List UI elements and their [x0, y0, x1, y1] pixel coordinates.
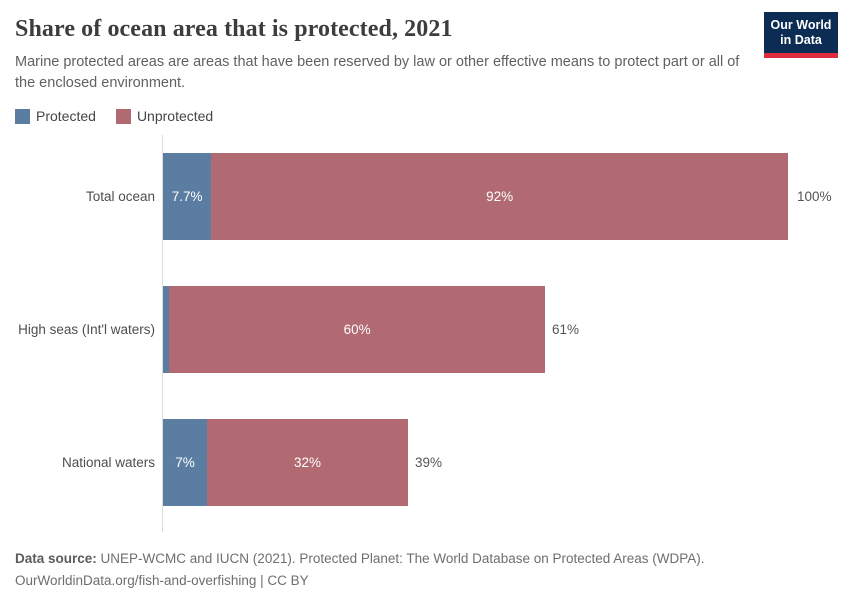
- legend-label-unprotected: Unprotected: [136, 108, 214, 124]
- bar-total-label: 39%: [415, 455, 443, 470]
- bar-segment-unprotected[interactable]: 60%: [169, 286, 545, 373]
- bar-stack: 60%: [163, 286, 545, 373]
- chart-footer: Data source: UNEP-WCMC and IUCN (2021). …: [15, 548, 835, 592]
- legend-item-unprotected[interactable]: Unprotected: [115, 108, 214, 124]
- legend-label-protected: Protected: [36, 108, 96, 124]
- attribution-link[interactable]: OurWorldinData.org/fish-and-overfishing …: [15, 573, 309, 588]
- owid-logo-line1: Our World: [770, 17, 832, 32]
- owid-logo-line2: in Data: [780, 32, 822, 47]
- segment-value-label: 32%: [293, 455, 321, 470]
- bar-total-label: 61%: [552, 322, 580, 337]
- bar-segment-unprotected[interactable]: 32%: [206, 419, 408, 506]
- bar-stack: 7% 32%: [163, 419, 408, 506]
- segment-value-label: 7.7%: [171, 189, 203, 204]
- bar-row-total-ocean: Total ocean 7.7% 92% 100%: [0, 153, 835, 240]
- segment-value-label: 92%: [486, 189, 514, 204]
- bar-stack: 7.7% 92%: [163, 153, 790, 240]
- data-source-label: Data source:: [15, 551, 97, 566]
- legend-item-protected[interactable]: Protected: [15, 108, 96, 124]
- category-label: Total ocean: [85, 189, 155, 204]
- owid-logo[interactable]: Our World in Data: [764, 12, 838, 58]
- bar-total-label: 100%: [797, 189, 832, 204]
- bar-segment-unprotected[interactable]: 92%: [211, 153, 789, 240]
- owid-logo-box: Our World in Data: [764, 12, 838, 53]
- legend-swatch-unprotected: [115, 108, 131, 124]
- page-title: Share of ocean area that is protected, 2…: [15, 16, 453, 42]
- category-label: National waters: [61, 455, 155, 470]
- bar-segment-protected[interactable]: 7.7%: [163, 153, 212, 240]
- data-source-line: Data source: UNEP-WCMC and IUCN (2021). …: [15, 548, 835, 570]
- category-label: High seas (Int'l waters): [18, 322, 155, 337]
- bar-row-high-seas: High seas (Int'l waters) 60% 61%: [0, 286, 835, 373]
- legend: Protected Unprotected: [15, 108, 835, 124]
- data-source-text: UNEP-WCMC and IUCN (2021). Protected Pla…: [100, 551, 705, 566]
- bar-segment-protected[interactable]: [163, 286, 170, 373]
- y-axis-line: [162, 135, 163, 532]
- owid-logo-accent-bar: [764, 53, 838, 58]
- segment-value-label: 60%: [343, 322, 371, 337]
- segment-value-label: 7%: [175, 455, 195, 470]
- chart-subtitle: Marine protected areas are areas that ha…: [15, 54, 740, 91]
- bar-row-national-waters: National waters 7% 32% 39%: [0, 419, 835, 506]
- legend-swatch-protected: [15, 108, 30, 124]
- bar-segment-protected[interactable]: 7%: [163, 419, 207, 506]
- bar-chart: Total ocean 7.7% 92% 100% High seas (Int…: [0, 135, 835, 532]
